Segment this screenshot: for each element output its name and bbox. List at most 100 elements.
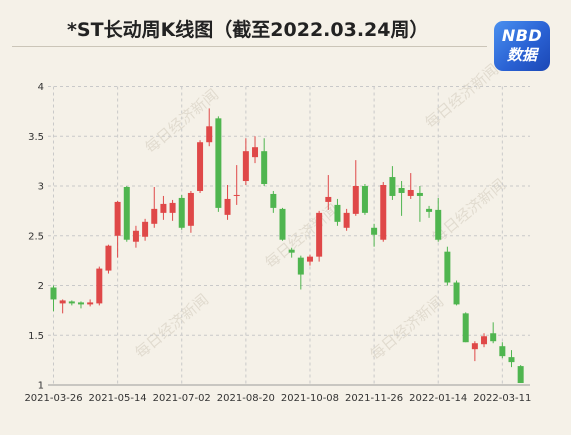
candle-2021-03-26 [51,286,57,312]
candle-2021-09-10 [270,191,276,213]
x-tick-label: 2021-11-26 [345,393,403,404]
candle-body [252,147,258,157]
candle-2021-09-03 [261,138,267,186]
candle-body [426,209,432,212]
candle-2021-06-18 [160,196,166,220]
candle-body [225,199,231,215]
candle-2021-11-12 [353,160,359,216]
candle-body [435,210,441,240]
candle-2021-10-08 [307,255,313,266]
candle-2021-12-03 [380,182,386,242]
candle-2021-07-09 [188,191,194,233]
candle-body [380,185,386,240]
candle-body [307,257,313,262]
candle-2021-10-29 [334,199,340,226]
candle-body [78,302,84,304]
candle-body [105,246,111,271]
candle-2021-11-05 [344,209,350,231]
candle-2021-06-11 [151,187,157,228]
x-tick-label: 2021-08-20 [217,393,275,404]
candle-2021-07-02 [179,195,185,230]
candle-body [280,209,286,240]
candle-2021-07-30 [215,116,221,212]
candle-body [215,118,221,208]
candle-2022-01-07 [426,206,432,218]
candle-2021-08-20 [243,138,249,185]
candle-body [179,198,185,228]
candle-body [115,202,121,236]
candle-body [60,300,66,303]
candle-2021-09-30 [298,256,304,290]
candle-2021-10-15 [316,211,322,262]
candle-body [353,186,359,214]
candle-body [261,151,267,184]
title-divider [12,46,487,47]
candle-body [142,222,148,237]
candle-2022-03-11 [499,342,505,358]
logo-text-data: 数据 [494,46,550,64]
y-tick-label: 3 [38,182,44,193]
candle-body [444,252,450,283]
candle-2021-05-21 [124,186,130,242]
candle-2022-03-04 [490,322,496,343]
candle-2021-04-23 [87,299,93,306]
candle-2021-08-27 [252,136,258,163]
candle-2021-05-28 [133,226,139,248]
candle-2021-12-31 [417,186,423,222]
candle-2021-04-30 [96,267,102,306]
candle-2021-07-16 [197,140,203,193]
candle-2021-08-13 [234,165,240,205]
candle-body [490,333,496,341]
x-tick-label: 2021-03-26 [24,393,82,404]
logo-text-nbd: NBD [494,27,550,45]
candle-body [499,346,505,356]
x-tick-label: 2021-07-02 [153,393,211,404]
y-tick-label: 3.5 [28,132,44,143]
candle-body [408,190,414,196]
candle-body [133,231,139,242]
watermark-text: 每日经济新闻 [142,85,223,157]
candle-body [481,336,487,344]
candle-2022-03-18 [509,350,515,367]
candle-body [362,186,368,213]
x-tick-label: 2022-01-14 [409,393,467,404]
candle-body [509,357,515,362]
y-tick-label: 1 [38,381,44,392]
candle-body [454,283,460,305]
candle-2021-05-14 [115,201,121,258]
candle-body [334,205,340,222]
chart-title: *ST长动周K线图（截至2022.03.24周） [67,18,429,42]
y-tick-label: 2.5 [28,231,44,242]
candle-body [151,209,157,224]
candle-2022-01-28 [454,281,460,306]
y-tick-label: 2 [38,281,44,292]
candle-2021-06-04 [142,219,148,241]
candle-2021-06-25 [170,200,176,221]
candle-body [417,193,423,196]
axis-labels: 11.522.533.542021-03-26 2021-05-14 2021-07… [24,82,531,404]
candle-body [518,366,524,383]
candle-2021-07-23 [206,108,212,146]
y-tick-label: 1.5 [28,331,44,342]
candle-body [197,142,203,191]
candle-body [243,151,249,181]
x-tick-label: 2021-10-08 [281,393,339,404]
candle-2022-02-18 [472,341,478,361]
candle-body [188,193,194,226]
candle-body [234,195,240,196]
watermark-text: 每日经济新闻 [132,290,213,362]
x-tick-label: 2022-03-11 [473,393,531,404]
candle-body [170,203,176,213]
candle-body [124,187,130,240]
candle-2021-12-10 [389,166,395,200]
candle-2021-09-17 [280,208,286,241]
nbd-data-logo: NBD 数据 [494,21,550,71]
candle-body [399,188,405,193]
candle-body [472,343,478,349]
candle-2021-08-06 [225,185,231,220]
candle-body [371,228,377,235]
candle-2021-05-07 [105,245,111,274]
y-tick-label: 4 [38,82,44,93]
candle-body [298,258,304,275]
